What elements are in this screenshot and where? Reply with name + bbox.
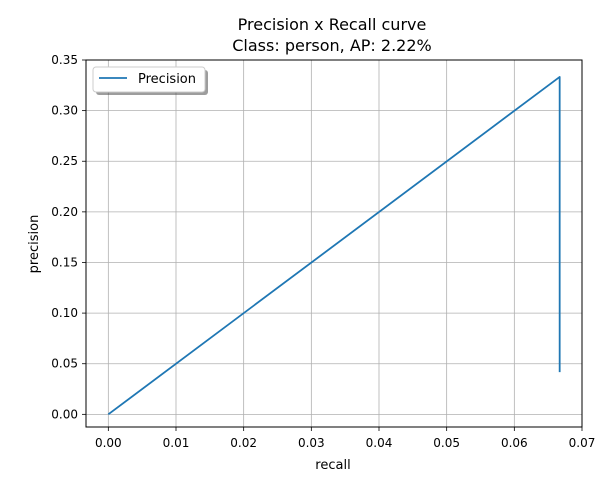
x-tick-label: 0.07 xyxy=(569,436,596,450)
x-tick-label: 0.02 xyxy=(230,436,257,450)
legend-box xyxy=(92,66,206,93)
y-tick-label: 0.05 xyxy=(51,357,78,371)
x-tick-label: 0.03 xyxy=(298,436,325,450)
y-tick-label: 0.00 xyxy=(51,407,78,421)
y-tick-label: 0.30 xyxy=(51,104,78,118)
x-tick-label: 0.01 xyxy=(163,436,190,450)
grid-lines xyxy=(86,59,583,427)
y-axis: 0.00 0.05 0.10 0.15 0.20 0.25 0.30 0.35 xyxy=(51,53,86,421)
x-tick-label: 0.06 xyxy=(501,436,528,450)
y-tick-label: 0.10 xyxy=(51,306,78,320)
chart-subtitle: Class: person, AP: 2.22% xyxy=(232,36,431,55)
x-tick-label: 0.05 xyxy=(433,436,460,450)
y-tick-label: 0.25 xyxy=(51,154,78,168)
x-tick-label: 0.04 xyxy=(366,436,393,450)
plot-series xyxy=(107,76,561,416)
y-tick-label: 0.35 xyxy=(51,53,78,67)
y-axis-label: precision xyxy=(27,215,42,274)
y-tick-label: 0.15 xyxy=(51,255,78,269)
x-axis-label: recall xyxy=(315,458,350,473)
y-tick-label: 0.20 xyxy=(51,205,78,219)
precision-series-line xyxy=(107,76,561,416)
legend-label: Precision xyxy=(138,72,196,87)
plot-frame xyxy=(85,59,583,428)
legend: Precision xyxy=(92,66,208,95)
x-axis: 0.00 0.01 0.02 0.03 0.04 0.05 0.06 0.07 xyxy=(95,427,595,450)
chart-title: Precision x Recall curve xyxy=(238,15,427,34)
x-tick-label: 0.00 xyxy=(95,436,122,450)
